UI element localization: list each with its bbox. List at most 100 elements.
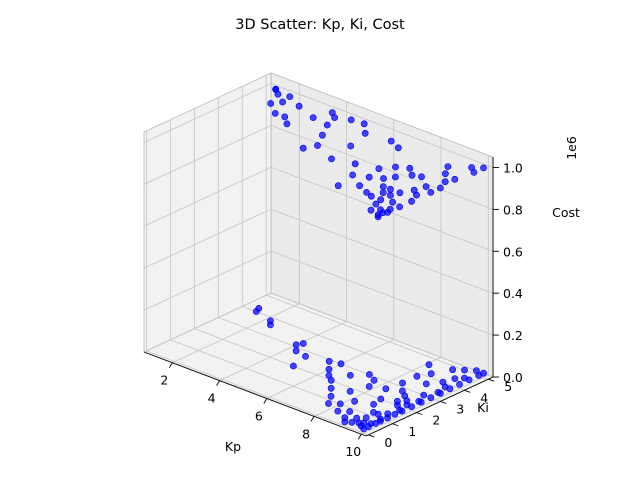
z-tick-label: 0.6 bbox=[503, 244, 523, 259]
y-tick-label: 0 bbox=[384, 435, 392, 450]
data-point bbox=[283, 120, 291, 128]
y-axis-label: Ki bbox=[477, 400, 489, 415]
data-point bbox=[370, 376, 378, 384]
data-point bbox=[417, 398, 425, 406]
data-point bbox=[334, 407, 342, 415]
x-axis-label: Kp bbox=[225, 439, 241, 454]
data-point bbox=[399, 379, 406, 387]
data-point bbox=[252, 308, 260, 315]
data-point bbox=[347, 116, 355, 124]
data-point bbox=[394, 144, 402, 152]
data-point bbox=[441, 178, 449, 186]
z-grid-line bbox=[143, 166, 494, 252]
data-point bbox=[328, 155, 335, 163]
data-point bbox=[456, 380, 463, 388]
data-point bbox=[360, 425, 368, 433]
data-point bbox=[408, 197, 415, 205]
data-point bbox=[470, 168, 478, 176]
data-point bbox=[327, 376, 335, 384]
data-point bbox=[380, 175, 387, 182]
data-point bbox=[318, 131, 326, 139]
data-point bbox=[465, 376, 473, 384]
data-point bbox=[334, 182, 342, 190]
x-tick-mark bbox=[357, 433, 362, 440]
x-tick-mark bbox=[216, 380, 220, 386]
z-axis-label: Cost bbox=[552, 205, 580, 220]
x-tick-label: 4 bbox=[208, 391, 216, 406]
data-point bbox=[292, 341, 300, 349]
data-point bbox=[365, 173, 373, 181]
data-point bbox=[408, 171, 416, 179]
y-axis-line bbox=[365, 376, 494, 437]
data-point bbox=[377, 395, 385, 403]
data-point bbox=[367, 192, 375, 200]
z-grid-line bbox=[143, 292, 494, 378]
z-grid-line bbox=[143, 124, 494, 210]
data-point bbox=[346, 371, 354, 379]
z-offset-label: 1e6 bbox=[564, 136, 579, 160]
data-point bbox=[398, 407, 406, 415]
z-tick-label: 0.0 bbox=[503, 370, 523, 385]
z-tick-label: 0.8 bbox=[503, 202, 523, 217]
data-point bbox=[377, 196, 385, 204]
data-point bbox=[461, 366, 468, 374]
data-point bbox=[389, 198, 396, 206]
data-point bbox=[475, 372, 483, 379]
data-point bbox=[295, 102, 303, 110]
data-point bbox=[346, 408, 354, 415]
data-point bbox=[347, 142, 355, 150]
data-point bbox=[361, 129, 369, 137]
data-point bbox=[379, 183, 387, 190]
z-tick-label: 0.4 bbox=[503, 286, 523, 301]
data-point bbox=[406, 164, 414, 172]
data-point bbox=[349, 171, 356, 179]
data-point bbox=[441, 170, 449, 178]
z-grid-line bbox=[143, 83, 494, 168]
x-tick-label: 8 bbox=[302, 426, 310, 441]
data-point bbox=[299, 340, 307, 347]
z-tick-label: 0.2 bbox=[503, 328, 523, 343]
data-point bbox=[436, 184, 444, 192]
data-point bbox=[331, 114, 338, 121]
data-point bbox=[425, 361, 433, 369]
y-tick-label: 2 bbox=[432, 413, 440, 428]
data-point bbox=[396, 203, 403, 211]
data-point bbox=[281, 113, 289, 121]
y-tick-mark bbox=[416, 412, 423, 416]
y-tick-mark bbox=[488, 378, 495, 382]
z-tick-label: 1.0 bbox=[503, 160, 523, 175]
data-point bbox=[292, 347, 300, 355]
data-point bbox=[427, 188, 435, 196]
x-axis-line bbox=[143, 351, 367, 437]
data-point bbox=[422, 183, 430, 190]
data-point bbox=[346, 387, 354, 395]
data-point bbox=[408, 403, 415, 410]
data-point bbox=[413, 191, 420, 199]
data-point bbox=[267, 100, 275, 107]
data-point bbox=[367, 206, 375, 214]
y-tick-label: 4 bbox=[480, 390, 488, 405]
y-tick-label: 5 bbox=[504, 379, 512, 394]
data-point bbox=[325, 400, 332, 407]
data-point bbox=[348, 418, 356, 426]
z-grid-line bbox=[143, 250, 494, 336]
data-point bbox=[370, 400, 377, 408]
data-point bbox=[289, 362, 297, 370]
data-point bbox=[351, 160, 359, 168]
data-point bbox=[302, 352, 309, 360]
data-point bbox=[418, 173, 425, 181]
data-point bbox=[396, 189, 404, 197]
data-point bbox=[286, 93, 294, 100]
data-point bbox=[375, 165, 383, 173]
data-point bbox=[266, 321, 274, 329]
axis-lines bbox=[143, 157, 494, 437]
data-point bbox=[379, 189, 387, 196]
y-tick-mark bbox=[440, 401, 447, 404]
data-point bbox=[325, 365, 333, 373]
data-point bbox=[351, 397, 358, 405]
data-point bbox=[449, 366, 456, 374]
y-tick-mark bbox=[368, 434, 375, 438]
data-point bbox=[451, 175, 459, 183]
data-point bbox=[386, 185, 394, 193]
data-point bbox=[365, 383, 373, 390]
